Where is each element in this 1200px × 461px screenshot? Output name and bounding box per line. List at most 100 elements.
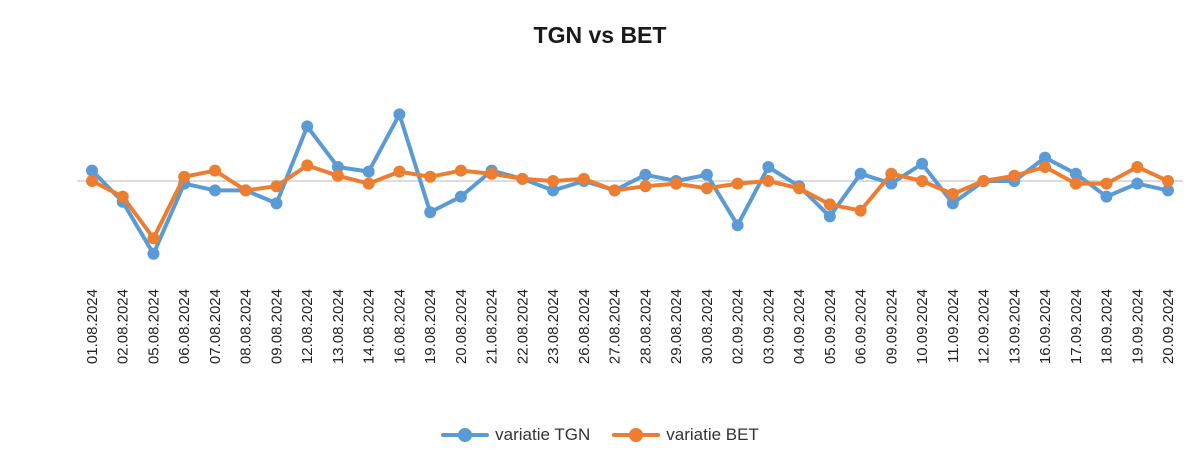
x-tick-label: 02.09.2024: [730, 289, 747, 364]
data-point-variatie-bet: [547, 175, 560, 187]
data-point-variatie-bet: [1131, 161, 1144, 173]
data-point-variatie-bet: [823, 198, 836, 211]
x-axis-tick-labels: 01.08.2024 02.08.2024 05.08.2024 06.08.2024…: [84, 289, 1177, 364]
x-tick-label: 08.08.2024: [238, 289, 255, 364]
data-point-variatie-bet: [1008, 169, 1021, 182]
data-point-variatie-bet: [885, 167, 898, 180]
legend-item-bet: variatie BET: [612, 425, 759, 445]
data-point-variatie-bet: [700, 182, 713, 195]
x-tick-label: 23.08.2024: [545, 289, 562, 364]
x-tick-label: 10.09.2024: [914, 289, 931, 364]
data-point-variatie-tgn: [762, 161, 775, 173]
x-tick-label: 09.08.2024: [268, 289, 285, 364]
data-point-variatie-bet: [393, 165, 406, 178]
data-point-variatie-bet: [762, 175, 775, 187]
x-tick-label: 12.08.2024: [299, 289, 316, 364]
data-point-variatie-bet: [793, 182, 806, 195]
x-tick-label: 12.09.2024: [976, 289, 993, 364]
data-point-variatie-bet: [454, 164, 467, 177]
x-tick-label: 01.08.2024: [84, 289, 101, 364]
data-point-variatie-tgn: [301, 120, 314, 133]
x-tick-label: 06.09.2024: [853, 289, 870, 364]
x-tick-label: 19.08.2024: [422, 289, 439, 364]
x-tick-label: 13.09.2024: [1006, 289, 1023, 364]
data-point-variatie-bet: [1039, 161, 1051, 173]
data-point-variatie-tgn: [946, 197, 959, 210]
data-point-variatie-bet: [731, 177, 744, 190]
data-point-variatie-tgn: [209, 184, 221, 197]
series-variatie-bet: [86, 159, 1174, 245]
data-point-variatie-bet: [1162, 175, 1174, 187]
data-point-variatie-bet: [608, 184, 621, 197]
x-tick-label: 18.09.2024: [1099, 289, 1116, 364]
series-variatie-tgn: [86, 108, 1174, 260]
x-tick-label: 05.09.2024: [822, 289, 839, 364]
data-point-variatie-tgn: [1069, 167, 1082, 180]
chart-legend: variatie TGN variatie BET: [0, 425, 1200, 445]
data-point-variatie-bet: [946, 188, 959, 200]
data-point-variatie-bet: [424, 170, 437, 183]
data-point-variatie-tgn: [270, 197, 283, 210]
data-point-variatie-tgn: [393, 108, 406, 121]
data-point-variatie-bet: [670, 177, 683, 190]
data-point-variatie-bet: [916, 175, 929, 187]
legend-swatch-bet: [612, 427, 661, 443]
x-tick-label: 28.08.2024: [637, 289, 654, 364]
data-point-variatie-tgn: [424, 206, 437, 219]
data-point-variatie-tgn: [639, 168, 652, 181]
data-point-variatie-bet: [516, 172, 529, 185]
x-tick-label: 27.08.2024: [607, 289, 624, 364]
data-point-variatie-bet: [178, 170, 191, 183]
data-point-variatie-tgn: [547, 184, 560, 197]
x-tick-label: 04.09.2024: [791, 289, 808, 364]
x-tick-label: 03.09.2024: [760, 289, 777, 364]
data-point-variatie-bet: [1069, 177, 1082, 190]
data-point-variatie-tgn: [700, 168, 713, 181]
series-line-variatie-tgn: [90, 112, 1170, 256]
data-point-variatie-tgn: [362, 165, 375, 178]
data-point-variatie-tgn: [731, 219, 744, 232]
data-point-variatie-bet: [331, 169, 344, 182]
x-tick-label: 22.08.2024: [514, 289, 531, 364]
x-tick-label: 19.09.2024: [1129, 289, 1146, 364]
legend-label-tgn: variatie TGN: [495, 425, 591, 444]
data-point-variatie-bet: [577, 172, 590, 185]
data-point-variatie-tgn: [86, 164, 98, 177]
x-tick-label: 02.08.2024: [115, 289, 132, 364]
data-point-variatie-bet: [209, 164, 221, 177]
data-point-variatie-bet: [485, 167, 498, 180]
x-tick-label: 30.08.2024: [699, 289, 716, 364]
data-point-variatie-tgn: [823, 210, 836, 223]
data-point-variatie-bet: [977, 175, 990, 187]
data-point-variatie-tgn: [331, 161, 344, 173]
x-tick-label: 11.09.2024: [945, 289, 962, 363]
chart-title: TGN vs BET: [533, 22, 667, 48]
data-point-variatie-tgn: [454, 190, 467, 203]
data-point-variatie-tgn: [1162, 184, 1174, 197]
legend-swatch-tgn: [441, 427, 490, 443]
line-chart: 01.08.2024 02.08.2024 05.08.2024 06.08.2024…: [77, 108, 1183, 364]
data-point-variatie-bet: [854, 204, 867, 217]
legend-label-bet: variatie BET: [666, 425, 759, 444]
data-point-variatie-tgn: [147, 247, 160, 260]
x-tick-label: 16.09.2024: [1037, 289, 1054, 364]
data-point-variatie-bet: [86, 175, 98, 187]
data-point-variatie-tgn: [916, 157, 929, 170]
series-line-variatie-bet: [90, 163, 1170, 241]
data-point-variatie-bet: [1100, 177, 1113, 190]
data-point-variatie-tgn: [1131, 177, 1144, 190]
x-tick-label: 20.08.2024: [453, 289, 470, 364]
series-layer: [86, 108, 1174, 260]
data-point-variatie-bet: [239, 184, 252, 197]
x-tick-label: 13.08.2024: [330, 289, 347, 364]
data-point-variatie-bet: [301, 159, 314, 172]
data-point-variatie-bet: [147, 232, 160, 245]
x-tick-label: 17.09.2024: [1068, 289, 1085, 364]
data-point-variatie-tgn: [1039, 151, 1051, 164]
x-tick-label: 06.08.2024: [176, 289, 193, 364]
x-tick-label: 26.08.2024: [576, 289, 593, 364]
data-point-variatie-tgn: [1100, 190, 1113, 203]
data-point-variatie-bet: [362, 177, 375, 190]
x-tick-label: 05.08.2024: [145, 289, 162, 364]
x-tick-label: 20.09.2024: [1160, 289, 1177, 364]
